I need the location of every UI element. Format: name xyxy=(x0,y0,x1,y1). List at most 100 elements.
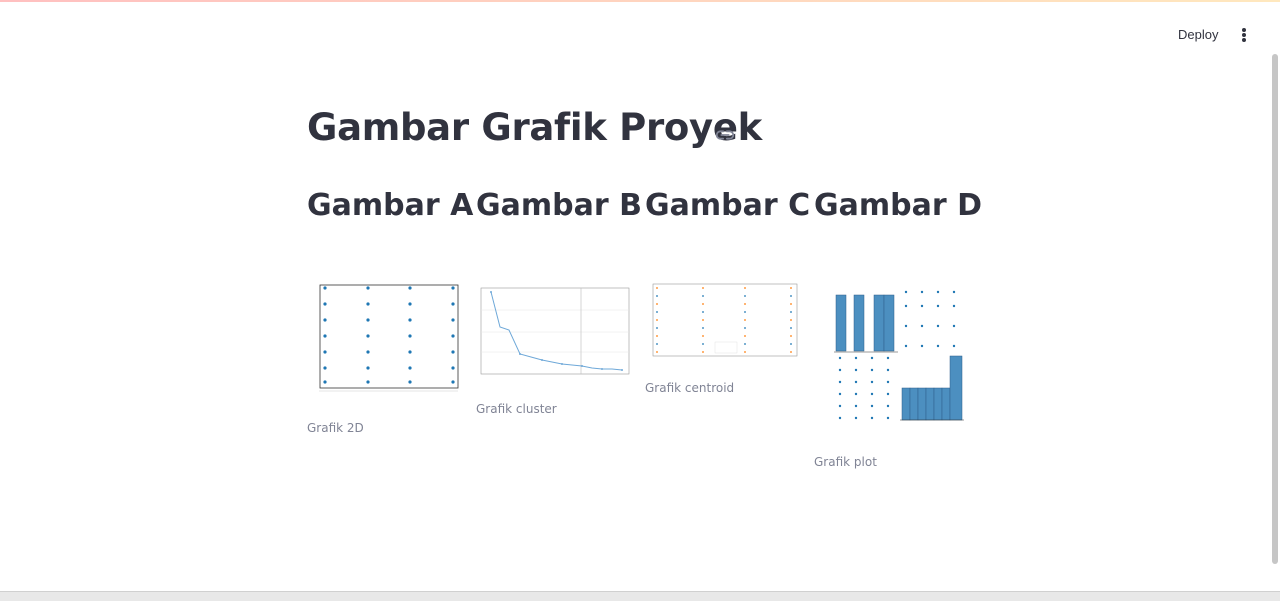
thumb-point xyxy=(838,404,842,408)
thumb-point xyxy=(952,344,956,348)
thumb-point xyxy=(366,286,370,290)
kebab-menu-icon[interactable] xyxy=(1236,22,1252,48)
thumb-point xyxy=(366,366,370,370)
deploy-button[interactable]: Deploy xyxy=(1168,22,1228,48)
thumb-point xyxy=(656,327,658,329)
thumb-point xyxy=(870,404,874,408)
thumb-point xyxy=(451,366,455,370)
thumb-point xyxy=(854,404,858,408)
thumb-point xyxy=(656,343,658,345)
caption-grafik-plot: Grafik plot xyxy=(814,455,877,469)
thumb-point xyxy=(702,311,704,313)
thumb-point xyxy=(744,343,746,345)
thumb-point xyxy=(936,344,940,348)
thumb-point xyxy=(366,302,370,306)
thumb-point xyxy=(886,404,890,408)
thumb-point xyxy=(744,351,746,353)
thumb-point xyxy=(744,319,746,321)
thumb-point xyxy=(702,327,704,329)
thumb-point xyxy=(366,380,370,384)
thumb-point xyxy=(366,350,370,354)
thumb-point xyxy=(323,366,327,370)
caption-grafik-cluster: Grafik cluster xyxy=(476,402,557,416)
heading-gambar-b: Gambar B xyxy=(476,188,642,223)
thumb-point xyxy=(790,303,792,305)
thumb-point xyxy=(408,302,412,306)
thumb-point xyxy=(408,380,412,384)
thumb-point xyxy=(744,311,746,313)
thumb-point xyxy=(886,392,890,396)
thumb-point xyxy=(870,380,874,384)
thumb-point xyxy=(451,350,455,354)
thumb-point xyxy=(790,295,792,297)
thumb-point xyxy=(451,302,455,306)
thumb-point xyxy=(323,334,327,338)
heading-gambar-a: Gambar A xyxy=(307,188,474,223)
thumb-point xyxy=(936,290,940,294)
thumb-point xyxy=(886,416,890,420)
thumb-point xyxy=(656,335,658,337)
thumb-point xyxy=(366,318,370,322)
thumb-point xyxy=(702,295,704,297)
thumb-point xyxy=(920,324,924,328)
thumb-point xyxy=(904,344,908,348)
thumb-point xyxy=(323,302,327,306)
thumb-point xyxy=(408,366,412,370)
thumb-point xyxy=(656,319,658,321)
thumb-point xyxy=(451,380,455,384)
thumb-point xyxy=(744,303,746,305)
caption-grafik-2d: Grafik 2D xyxy=(307,421,364,435)
thumb-point xyxy=(744,327,746,329)
heading-gambar-c: Gambar C xyxy=(645,188,811,223)
thumb-point xyxy=(790,327,792,329)
heading-gambar-d: Gambar D xyxy=(814,188,982,223)
thumb-point xyxy=(451,318,455,322)
thumb-point xyxy=(451,334,455,338)
thumb-point xyxy=(702,319,704,321)
thumb-point xyxy=(408,350,412,354)
thumb-point xyxy=(952,304,956,308)
thumb-point xyxy=(702,335,704,337)
thumb-point xyxy=(854,392,858,396)
thumb-point xyxy=(838,368,842,372)
thumb-point xyxy=(656,311,658,313)
thumb-point xyxy=(451,286,455,290)
thumb-point xyxy=(323,286,327,290)
thumb-point xyxy=(790,335,792,337)
thumb-point xyxy=(838,416,842,420)
thumb-point xyxy=(920,304,924,308)
thumb-point xyxy=(408,286,412,290)
thumb-point xyxy=(920,290,924,294)
thumb-point xyxy=(904,304,908,308)
taskbar xyxy=(0,591,1280,601)
thumb-point xyxy=(838,392,842,396)
thumb-point xyxy=(702,303,704,305)
thumb-point xyxy=(702,343,704,345)
thumb-point xyxy=(886,368,890,372)
thumb-point xyxy=(870,368,874,372)
thumb-point xyxy=(702,287,704,289)
thumb-point xyxy=(323,350,327,354)
thumb-point xyxy=(952,324,956,328)
thumb-point xyxy=(838,380,842,384)
thumb-point xyxy=(323,380,327,384)
thumb-point xyxy=(854,368,858,372)
thumb-point xyxy=(920,344,924,348)
caption-grafik-centroid: Grafik centroid xyxy=(645,381,735,395)
scrollbar[interactable] xyxy=(1272,54,1278,564)
thumb-point xyxy=(656,303,658,305)
thumb-point xyxy=(870,392,874,396)
thumb-point xyxy=(936,304,940,308)
thumb-point xyxy=(702,351,704,353)
thumb-point xyxy=(886,356,890,360)
thumb-point xyxy=(656,351,658,353)
thumb-point xyxy=(408,318,412,322)
image-grafik-cluster xyxy=(476,280,630,380)
top-accent-line xyxy=(0,0,1280,2)
thumb-point xyxy=(790,311,792,313)
thumb-point xyxy=(870,356,874,360)
thumb-point xyxy=(790,343,792,345)
image-grafik-2d xyxy=(307,282,461,400)
link-icon[interactable] xyxy=(714,124,736,146)
thumb-point xyxy=(366,334,370,338)
